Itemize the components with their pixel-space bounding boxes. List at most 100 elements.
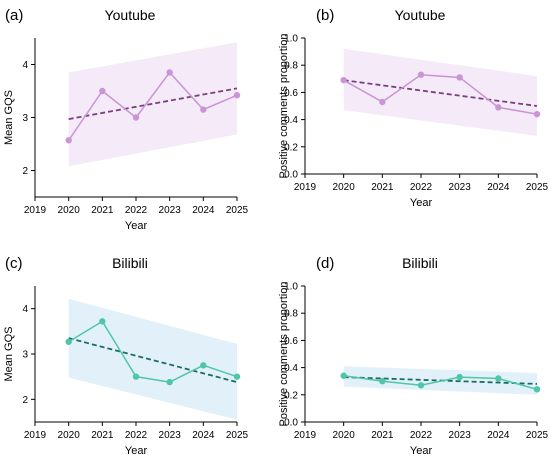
- x-tick-label: 2023: [159, 205, 182, 216]
- series-line: [343, 375, 538, 391]
- panel-label: (b): [316, 7, 334, 24]
- data-point: [132, 373, 140, 380]
- chart-panel-4: 2019 2020 2021 2022 2023 2024 2025 0.0 0.2 0.4 0.6…: [278, 255, 549, 457]
- y-tick-label: 0.0: [284, 418, 298, 429]
- x-axis-label: Year: [125, 445, 148, 457]
- data-point: [456, 74, 463, 81]
- data-point: [65, 137, 72, 144]
- x-tick-label: 2020: [333, 182, 356, 193]
- y-axis-label: Mean GQS: [3, 90, 15, 145]
- x-tick-label: 2022: [125, 205, 148, 216]
- data-point: [417, 382, 425, 389]
- chart-title: Youtube: [395, 7, 446, 23]
- x-tick-label: 2019: [24, 430, 47, 441]
- data-point: [233, 92, 241, 99]
- y-tick-label: 0.6: [284, 88, 298, 99]
- x-tick-label: 2022: [410, 430, 433, 441]
- x-tick-label: 2022: [125, 430, 148, 441]
- y-tick-label: 1.0: [284, 282, 298, 293]
- x-tick-label: 2019: [294, 182, 317, 193]
- y-axis-label: Positive comments proportion: [278, 282, 290, 427]
- y-tick-label: 0.2: [284, 142, 298, 153]
- x-tick-label: 2024: [192, 430, 215, 441]
- data-point: [200, 106, 207, 113]
- x-tick-label: 2023: [449, 430, 472, 441]
- chart-title: Youtube: [105, 7, 156, 23]
- x-tick-label: 2023: [159, 430, 182, 441]
- x-tick-label: 2024: [487, 182, 510, 193]
- chart-panel-1: 2019 2020 2021 2022 2023 2024 2025 2 3 4 (a) Youtub…: [3, 7, 249, 232]
- y-tick-label: 2: [22, 395, 28, 406]
- y-tick-label: 0.8: [284, 309, 298, 320]
- series-line: [343, 73, 538, 115]
- x-tick-label: 2021: [371, 430, 394, 441]
- x-axis-label: Year: [125, 220, 148, 232]
- y-axis-label: Positive comments proportion: [278, 34, 290, 179]
- y-tick-label: 4: [22, 60, 28, 71]
- x-tick-label: 2025: [226, 205, 249, 216]
- y-tick-label: 0.8: [284, 61, 298, 72]
- data-point: [340, 372, 347, 379]
- data-point: [379, 378, 386, 385]
- data-point: [200, 362, 207, 369]
- x-tick-label: 2021: [371, 182, 394, 193]
- y-tick-label: 0.2: [284, 390, 298, 401]
- y-axis-label: Mean GQS: [3, 326, 15, 381]
- y-tick-label: 2: [22, 166, 28, 177]
- data-point: [99, 318, 106, 325]
- x-tick-label: 2025: [526, 430, 549, 441]
- y-tick-label: 3: [22, 350, 28, 361]
- data-point: [533, 110, 541, 118]
- x-tick-label: 2022: [410, 182, 433, 193]
- chart-title: Bilibili: [402, 255, 438, 271]
- x-axis-label: Year: [410, 197, 433, 209]
- series-line: [68, 320, 238, 383]
- chart-panel-2: 2019 2020 2021 2022 2023 2024 2025 0.0 0.2 0.4 0.6…: [278, 7, 549, 209]
- y-tick-label: 3: [22, 113, 28, 124]
- y-tick-label: 4: [22, 304, 28, 315]
- x-tick-label: 2024: [192, 205, 215, 216]
- y-tick-label: 0.4: [284, 363, 298, 374]
- chart-panel-3: 2019 2020 2021 2022 2023 2024 2025 2 3 4 (c) Bilibi…: [3, 255, 249, 457]
- x-tick-label: 2021: [91, 205, 114, 216]
- data-point: [166, 378, 173, 386]
- x-tick-label: 2024: [487, 430, 510, 441]
- y-tick-label: 1.0: [284, 34, 298, 45]
- y-tick-label: 0.4: [284, 115, 298, 126]
- data-point: [132, 114, 140, 121]
- x-tick-label: 2025: [526, 182, 549, 193]
- trend-line: [343, 79, 538, 107]
- data-point: [495, 375, 502, 382]
- panel-label: (a): [5, 7, 23, 24]
- data-point: [65, 338, 72, 345]
- x-tick-label: 2020: [333, 430, 356, 441]
- x-tick-label: 2019: [294, 430, 317, 441]
- panel-label: (c): [5, 255, 23, 272]
- data-point: [233, 373, 241, 380]
- data-point: [340, 76, 347, 84]
- data-point: [417, 71, 425, 78]
- trend-line: [68, 337, 238, 383]
- x-tick-label: 2019: [24, 205, 47, 216]
- panel-label: (d): [316, 255, 334, 272]
- data-point: [99, 87, 106, 95]
- chart-title: Bilibili: [112, 255, 148, 271]
- data-point: [166, 69, 173, 76]
- confidence-band: [68, 42, 238, 167]
- confidence-band: [68, 298, 238, 420]
- x-tick-label: 2021: [91, 430, 114, 441]
- x-axis-label: Year: [410, 445, 433, 457]
- y-tick-label: 0.6: [284, 336, 298, 347]
- data-point: [495, 104, 502, 111]
- x-tick-label: 2023: [449, 182, 472, 193]
- x-tick-label: 2020: [58, 430, 81, 441]
- data-point: [379, 98, 386, 106]
- x-tick-label: 2025: [226, 430, 249, 441]
- x-tick-label: 2020: [58, 205, 81, 216]
- trend-line: [68, 87, 238, 120]
- data-point: [456, 373, 463, 381]
- y-tick-label: 0.0: [284, 170, 298, 181]
- data-point: [533, 386, 541, 393]
- series-line: [68, 71, 238, 141]
